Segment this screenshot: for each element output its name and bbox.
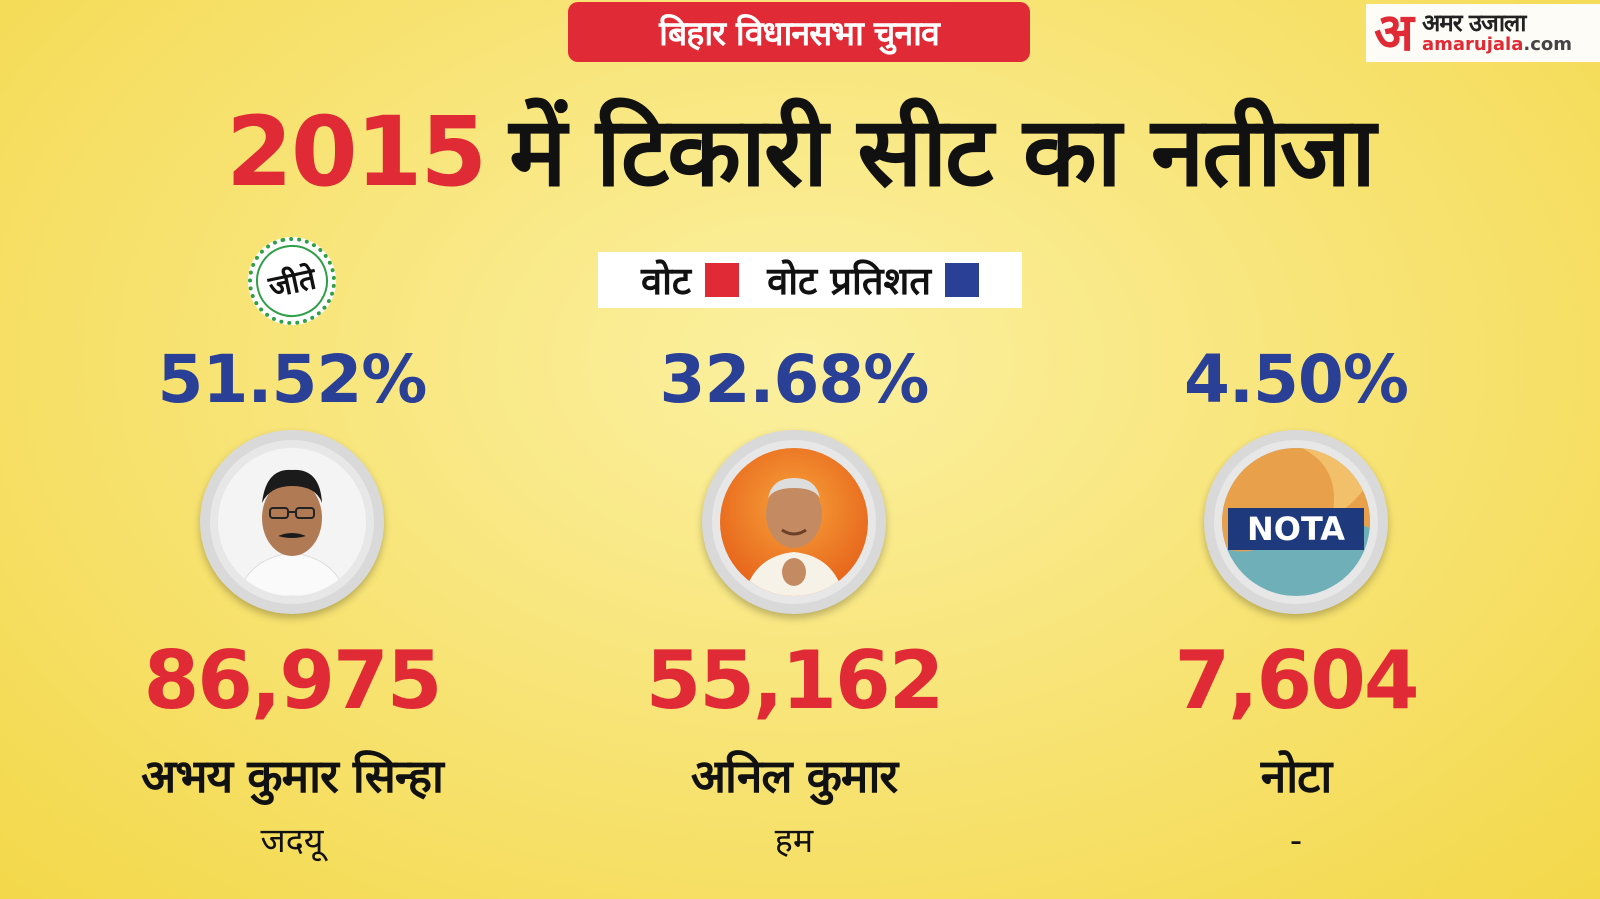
vote-count: 55,162 — [645, 634, 945, 727]
winner-seal: जीते — [239, 228, 345, 334]
candidate-photo-frame — [702, 430, 886, 614]
logo-hindi-name: अमर उजाला — [1422, 8, 1527, 37]
legend-blue-swatch — [945, 263, 980, 297]
candidate-card: 51.52% 86,975 अभय कुमार सिन्हा जदयू — [32, 340, 552, 862]
winner-seal-label: जीते — [265, 260, 320, 305]
candidate-name: अभय कुमार सिन्हा — [141, 749, 444, 803]
vote-percent: 4.50% — [1184, 341, 1409, 418]
vote-count: 7,604 — [1174, 634, 1419, 727]
election-banner: बिहार विधानसभा चुनाव — [568, 2, 1030, 62]
legend-percent-label: वोट प्रतिशत — [767, 259, 932, 303]
page-title: 2015 में टिकारी सीट का नतीजा — [0, 99, 1600, 206]
logo-mark: अ — [1374, 3, 1414, 63]
candidate-card: 4.50% NOTA 7,604 नोटा - — [1036, 340, 1556, 862]
vote-percent: 32.68% — [659, 341, 930, 418]
person-photo-icon — [218, 448, 366, 596]
nota-badge: NOTA — [1228, 508, 1364, 550]
candidate-name: नोटा — [1260, 749, 1333, 803]
legend-red-swatch — [705, 263, 740, 297]
person-photo-icon — [720, 448, 868, 596]
nota-photo-frame: NOTA — [1204, 430, 1388, 614]
party-name: हम — [774, 821, 814, 861]
candidate-photo-frame — [200, 430, 384, 614]
banner-text: बिहार विधानसभा चुनाव — [659, 14, 940, 54]
vote-percent: 51.52% — [157, 341, 428, 418]
amarujala-logo: अ अमर उजाला amarujala.com — [1366, 4, 1600, 62]
title-text: में टिकारी सीट का नतीजा — [509, 96, 1376, 208]
title-year: 2015 — [226, 96, 487, 208]
legend-votes-label: वोट — [640, 259, 692, 303]
legend: वोट वोट प्रतिशत — [598, 252, 1022, 308]
logo-domain: amarujala.com — [1422, 34, 1573, 56]
party-name: - — [1289, 821, 1303, 861]
candidate-card: 32.68% 55,162 अनिल कुमार हम — [534, 340, 1054, 862]
party-name: जदयू — [260, 821, 324, 861]
candidate-name: अनिल कुमार — [690, 749, 898, 803]
vote-count: 86,975 — [143, 634, 443, 727]
